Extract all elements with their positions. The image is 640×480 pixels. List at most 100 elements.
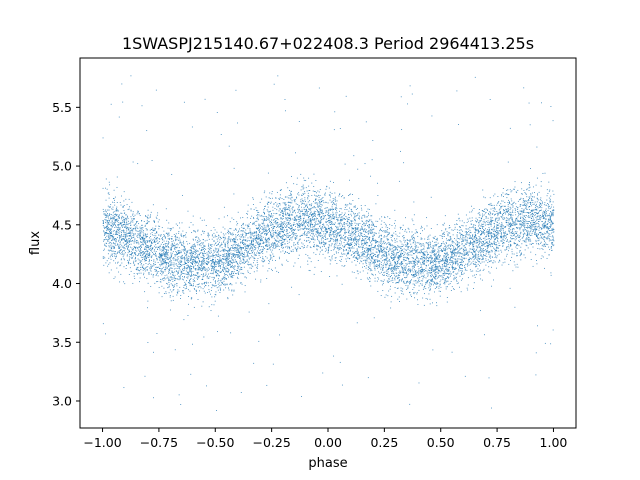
data-point — [171, 277, 173, 279]
data-point — [340, 230, 342, 232]
data-point — [496, 246, 498, 248]
data-point — [524, 232, 525, 234]
data-point — [498, 230, 500, 232]
data-point — [365, 262, 367, 264]
data-point — [222, 254, 224, 255]
data-point — [386, 251, 388, 253]
data-point — [437, 258, 439, 260]
data-point — [194, 256, 196, 258]
data-point — [354, 233, 356, 235]
data-point — [411, 236, 413, 238]
data-point — [164, 263, 166, 265]
data-point — [439, 235, 441, 236]
data-point — [168, 264, 170, 266]
data-point — [437, 251, 438, 253]
data-point — [515, 218, 517, 219]
data-point — [254, 264, 256, 266]
data-point — [484, 246, 486, 248]
data-point — [544, 221, 546, 223]
data-point — [519, 224, 521, 226]
data-point — [456, 244, 458, 246]
data-point — [410, 270, 411, 272]
data-point — [297, 204, 299, 205]
data-point — [390, 264, 391, 266]
data-point — [193, 258, 195, 260]
data-point — [199, 217, 201, 219]
data-point — [444, 215, 446, 217]
data-point — [252, 240, 254, 242]
data-point — [242, 237, 244, 239]
data-point — [341, 253, 343, 255]
data-point — [540, 210, 542, 211]
data-point — [446, 260, 448, 262]
data-point — [413, 293, 415, 295]
data-point — [402, 267, 404, 269]
data-point — [460, 229, 462, 231]
data-point — [413, 274, 415, 276]
data-point — [267, 249, 269, 250]
data-point — [363, 236, 365, 238]
data-point — [482, 258, 484, 260]
data-point — [133, 252, 135, 253]
data-point — [459, 255, 461, 257]
data-point — [133, 242, 135, 244]
data-point — [427, 298, 428, 300]
data-point — [302, 184, 304, 186]
data-point — [473, 254, 475, 256]
data-point — [535, 239, 537, 241]
data-point — [264, 213, 265, 215]
data-point — [373, 262, 375, 264]
data-point — [281, 226, 283, 228]
data-point — [122, 216, 124, 218]
data-point — [240, 266, 242, 268]
data-point — [415, 245, 417, 247]
data-point — [105, 214, 106, 216]
data-point — [479, 237, 481, 239]
data-point — [483, 219, 485, 221]
data-point — [109, 256, 111, 258]
data-point — [512, 270, 514, 272]
data-point — [220, 237, 221, 239]
data-point — [277, 218, 278, 220]
data-point — [274, 232, 276, 234]
data-point — [149, 260, 150, 262]
data-point — [218, 253, 219, 255]
data-point — [219, 236, 221, 238]
data-point — [366, 242, 368, 244]
data-point — [446, 269, 448, 271]
data-point — [169, 258, 171, 260]
data-point — [326, 211, 328, 213]
data-point — [117, 230, 119, 231]
data-point — [452, 263, 454, 265]
data-point — [481, 234, 483, 236]
data-point — [131, 247, 133, 249]
data-point — [271, 223, 273, 225]
data-point — [386, 256, 388, 258]
data-point — [504, 212, 506, 214]
data-point — [545, 209, 546, 211]
data-point — [267, 241, 269, 243]
data-point — [216, 269, 217, 271]
data-point — [525, 203, 527, 205]
data-point — [236, 235, 238, 236]
data-point — [398, 254, 400, 256]
data-point — [412, 258, 414, 260]
data-point — [262, 258, 264, 260]
data-point — [425, 297, 427, 299]
data-point — [394, 276, 396, 278]
data-point — [419, 243, 421, 245]
data-point — [176, 256, 178, 258]
data-point — [144, 248, 146, 250]
data-point — [275, 260, 276, 261]
data-point — [221, 283, 223, 284]
data-point — [334, 234, 336, 236]
data-point — [206, 282, 208, 284]
data-point — [275, 247, 277, 249]
data-point — [414, 261, 416, 262]
data-point — [439, 267, 441, 269]
data-point — [475, 242, 477, 244]
data-point — [342, 216, 344, 218]
data-point — [310, 207, 312, 209]
data-point — [190, 373, 192, 375]
data-point — [472, 275, 474, 277]
